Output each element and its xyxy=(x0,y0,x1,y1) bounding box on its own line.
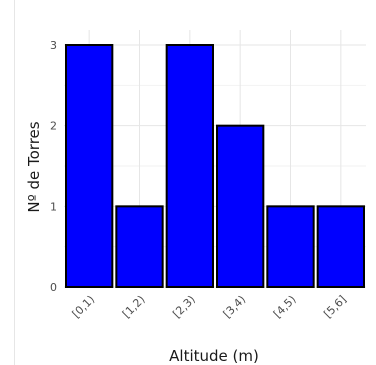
y-tick-label: 1 xyxy=(50,200,57,213)
y-tick-label: 2 xyxy=(50,120,57,133)
x-tick-label: [1,2) xyxy=(120,293,148,321)
bar-3 xyxy=(216,124,265,288)
x-tick-label: [4,5) xyxy=(271,293,299,321)
y-axis-title: Nº de Torres xyxy=(25,121,43,212)
bar-0 xyxy=(65,44,114,288)
bar-1 xyxy=(115,205,164,288)
x-tick-label: [5,6] xyxy=(321,293,349,321)
y-tick-label: 3 xyxy=(50,39,57,52)
x-tick-label: [2,3) xyxy=(170,293,198,321)
x-tick-labels: [0,1) [1,2) [2,3) [3,4) [4,5) [5,6] xyxy=(70,293,349,321)
x-tick-label: [3,4) xyxy=(221,293,249,321)
y-tick-label: 0 xyxy=(50,281,57,294)
bars xyxy=(65,44,365,288)
bar-4 xyxy=(266,205,315,288)
bar-5 xyxy=(316,205,365,288)
x-tick-label: [0,1) xyxy=(70,293,98,321)
left-divider xyxy=(14,0,15,365)
y-tick-labels: 0 1 2 3 xyxy=(50,39,57,294)
bar-2 xyxy=(165,44,215,288)
x-axis-title: Altitude (m) xyxy=(169,347,259,365)
